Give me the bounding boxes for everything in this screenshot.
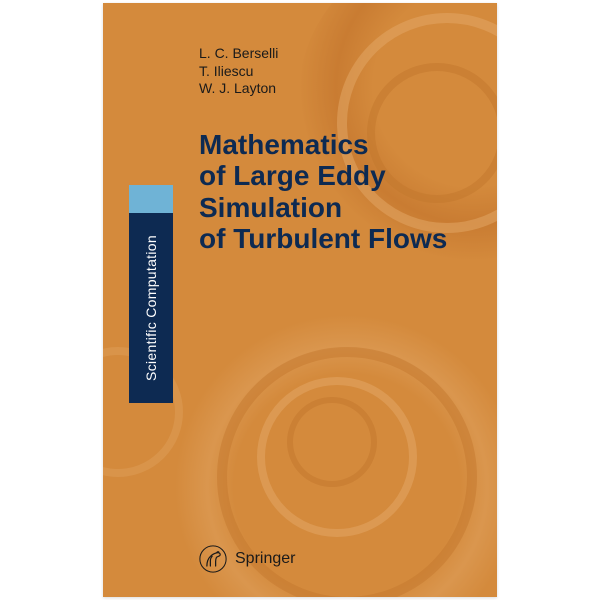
series-tab: Scientific Computation [129, 213, 173, 403]
title-line: of Large Eddy [199, 160, 447, 191]
publisher-name: Springer [235, 550, 295, 568]
title-line: Mathematics [199, 129, 447, 160]
title-line: Simulation [199, 192, 447, 223]
author-line: T. Iliescu [199, 63, 278, 81]
authors-block: L. C. Berselli T. Iliescu W. J. Layton [199, 45, 278, 98]
book-title: Mathematics of Large Eddy Simulation of … [199, 129, 447, 254]
title-line: of Turbulent Flows [199, 223, 447, 254]
book-cover: L. C. Berselli T. Iliescu W. J. Layton M… [103, 3, 497, 597]
springer-horse-icon [199, 545, 227, 573]
publisher-block: Springer [199, 545, 295, 573]
author-line: L. C. Berselli [199, 45, 278, 63]
series-label: Scientific Computation [143, 235, 159, 381]
author-line: W. J. Layton [199, 80, 278, 98]
